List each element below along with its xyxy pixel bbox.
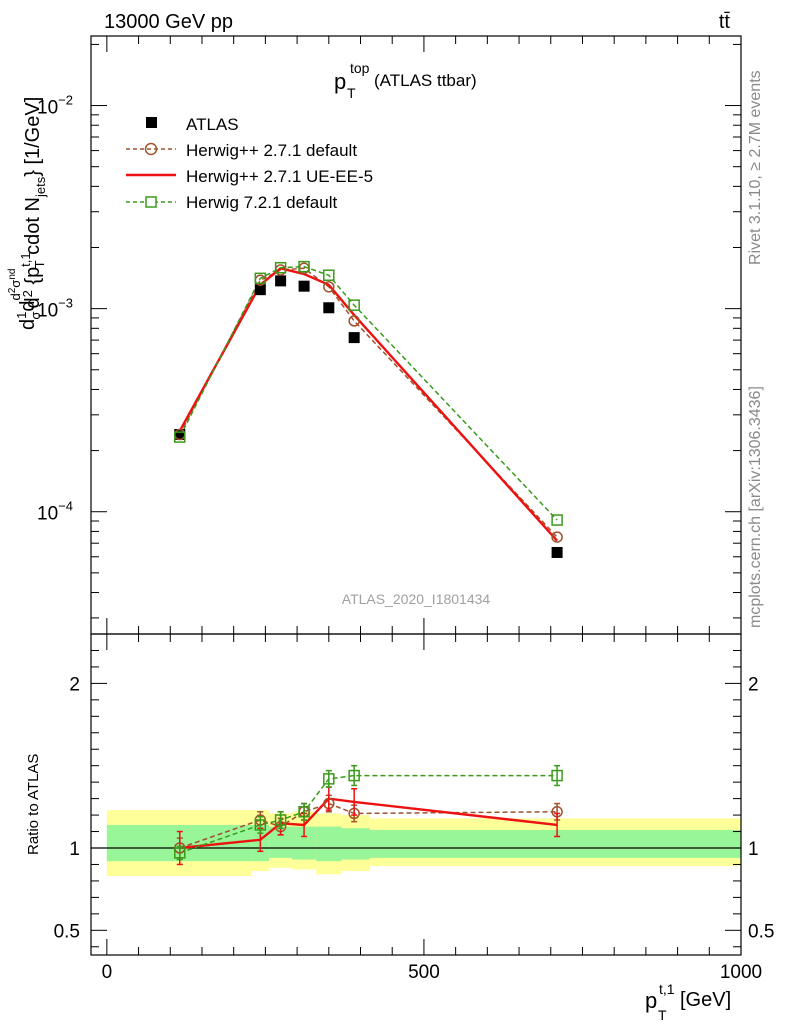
main-point-atlas (254, 284, 266, 296)
legend: ATLAS Herwig++ 2.7.1 default Herwig++ 2.… (126, 115, 373, 212)
main-y-axis-label: d1σdd2σndd2 {pt,1T cdot Njets} [1/GeV] (7, 97, 48, 330)
title-main: p (334, 69, 346, 94)
main-point-herwig-default (348, 315, 360, 327)
legend-marker-herwig7 (145, 196, 157, 208)
ratio-y-tick-label-left: 0.5 (54, 921, 80, 942)
svg-text:d1σdd2σndd2 {pt,1T cdot Njets}: d1σdd2σndd2 {pt,1T cdot Njets} [1/GeV] (7, 97, 48, 330)
legend-label-herwig7: Herwig 7.2.1 default (186, 193, 337, 212)
analysis-id: ATLAS_2020_I1801434 (342, 591, 491, 607)
title-sub: T (347, 85, 356, 101)
ratio-point-herwig7 (298, 806, 310, 818)
ratio-point-herwig7 (323, 773, 335, 785)
x-tick-label: 500 (408, 962, 440, 983)
legend-label-atlas: ATLAS (186, 115, 239, 134)
main-point-herwig7 (323, 269, 335, 282)
main-series-line-2 (178, 266, 558, 542)
main-point-atlas (551, 546, 563, 558)
process-label: tt̄ (719, 11, 731, 33)
ratio-point-herwig7 (254, 819, 267, 831)
main-point-herwig7 (551, 514, 563, 526)
legend-marker-herwig-default (144, 142, 158, 156)
ratio-point-herwig7 (348, 769, 360, 782)
main-series (174, 260, 563, 558)
x-tick-label: 1000 (720, 962, 762, 983)
ratio-series (174, 764, 563, 866)
legend-label-herwig-ueee5: Herwig++ 2.7.1 UE-EE-5 (186, 167, 373, 186)
main-point-herwig7 (348, 299, 360, 311)
title-rest: (ATLAS ttbar) (374, 71, 477, 90)
main-axis-ticks: 10−210−310−4 (37, 36, 742, 634)
main-point-herwig-default (551, 531, 563, 543)
ratio-y-axis-label: Ratio to ATLAS (25, 754, 42, 855)
xlabel-main: p (645, 988, 657, 1013)
legend-label-herwig-default: Herwig++ 2.7.1 default (186, 141, 357, 160)
ratio-axis-ticks: 0.5 0.5 1 1 2 2 0 500 1000 (54, 634, 774, 983)
xlabel-rest: [GeV] (680, 989, 731, 1011)
main-series-line-3 (179, 265, 558, 521)
main-point-atlas (323, 302, 335, 314)
ratio-band-green (316, 826, 342, 862)
ratio-band-green (269, 826, 293, 858)
ratio-point-herwig7 (174, 847, 186, 859)
main-point-atlas (174, 429, 186, 441)
ratio-point-herwig7 (274, 814, 287, 826)
x-axis-label: p T t,1 [GeV] (645, 981, 731, 1023)
ratio-y-tick-label-right: 0.5 (748, 921, 774, 942)
xlabel-sup: t,1 (659, 981, 675, 997)
ratio-y-tick-label-left: 2 (69, 674, 80, 695)
legend-marker-atlas (146, 117, 157, 128)
ratio-band-green (370, 829, 741, 858)
mcplots-label: mcplots.cern.ch [arXiv:1306.3436] (747, 386, 764, 628)
main-y-tick-label: 10−2 (37, 93, 73, 119)
main-point-herwig7 (298, 260, 310, 273)
main-point-herwig7 (254, 272, 267, 285)
ratio-panel-frame (90, 633, 742, 956)
main-point-herwig7 (174, 431, 186, 443)
xlabel-sub: T (658, 1007, 667, 1023)
x-tick-label: 0 (102, 962, 113, 983)
main-point-atlas (348, 332, 360, 344)
main-point-atlas (298, 280, 310, 292)
rivet-label: Rivet 3.1.10, ≥ 2.7M events (747, 70, 764, 265)
ratio-y-tick-label-right: 2 (748, 674, 759, 695)
energy-label: 13000 GeV pp (104, 11, 233, 33)
title-sup: top (350, 60, 370, 76)
main-point-herwig-default (323, 281, 335, 293)
plot-title: p T top (ATLAS ttbar) (334, 60, 477, 101)
main-point-herwig7 (274, 261, 287, 274)
ratio-point-herwig7 (551, 769, 563, 782)
main-y-tick-label: 10−4 (37, 499, 73, 525)
main-series-line-1 (179, 267, 558, 538)
main-point-atlas (275, 275, 287, 287)
ratio-band-green (341, 828, 371, 860)
ratio-y-tick-label-left: 1 (69, 839, 80, 860)
ratio-y-tick-label-right: 1 (748, 839, 759, 860)
ratio-bands (91, 810, 741, 876)
